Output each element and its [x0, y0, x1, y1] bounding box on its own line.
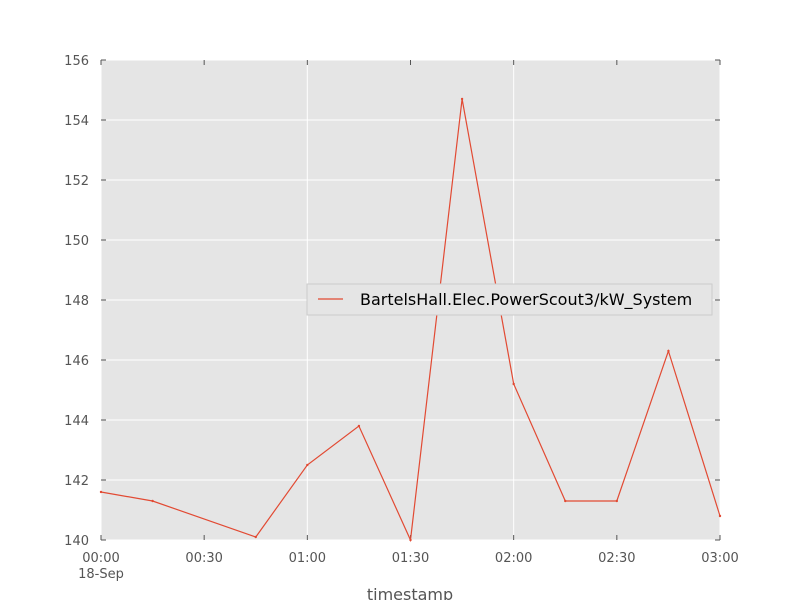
- y-tick-label: 148: [64, 294, 89, 309]
- data-point: [460, 97, 464, 101]
- data-point: [615, 499, 619, 503]
- y-tick-label: 140: [64, 534, 89, 549]
- x-tick-label: 00:00: [82, 551, 119, 566]
- data-point: [306, 463, 309, 467]
- legend: BartelsHall.Elec.PowerScout3/kW_System: [306, 283, 713, 316]
- data-point: [151, 499, 154, 503]
- data-point: [667, 349, 670, 353]
- y-tick-label: 152: [64, 174, 89, 189]
- data-point: [99, 490, 103, 494]
- x-tick-label: 02:00: [495, 551, 532, 566]
- data-point: [512, 382, 515, 386]
- x-tick-sublabel: 18-Sep: [78, 567, 124, 582]
- series-line: [100, 98, 721, 543]
- data-point: [357, 424, 361, 428]
- data-point: [409, 538, 412, 542]
- data-point: [254, 535, 257, 539]
- y-tick-label: 146: [64, 354, 89, 369]
- y-tick-label: 154: [64, 114, 89, 129]
- data-point: [718, 514, 722, 518]
- legend-box: [306, 283, 713, 316]
- x-axis-label: timestamp: [367, 585, 453, 600]
- x-tick-label: 01:00: [289, 551, 326, 566]
- y-tick-label: 150: [64, 234, 89, 249]
- y-tick-label: 144: [64, 414, 89, 429]
- x-tick-label: 02:30: [598, 551, 635, 566]
- x-tick-label: 03:00: [701, 551, 738, 566]
- x-tick-label: 00:30: [185, 551, 222, 566]
- y-tick-label: 142: [64, 474, 89, 489]
- legend-label: BartelsHall.Elec.PowerScout3/kW_System: [360, 290, 692, 310]
- data-point: [564, 499, 567, 503]
- x-tick-label: 01:30: [392, 551, 429, 566]
- series-lines: [99, 97, 722, 543]
- y-tick-label: 156: [64, 54, 89, 69]
